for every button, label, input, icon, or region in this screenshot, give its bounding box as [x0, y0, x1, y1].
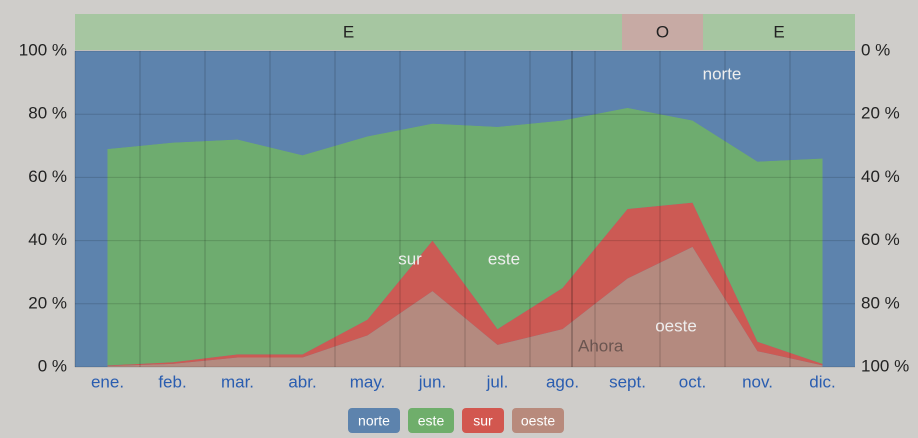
direction-band-label: E: [773, 22, 784, 41]
area: [107, 51, 823, 162]
legend-label: norte: [358, 413, 390, 429]
x-tick-label: ago.: [546, 372, 579, 391]
x-tick-label: sept.: [609, 372, 646, 391]
y-tick-label: 40 %: [28, 230, 67, 249]
legend-label: sur: [473, 413, 493, 429]
x-tick-label: jun.: [418, 372, 446, 391]
legend-swatch: [512, 408, 564, 433]
x-tick-label: oct.: [679, 372, 706, 391]
area: [107, 107, 823, 366]
x-tick-label: mar.: [221, 372, 254, 391]
direction-band: [703, 14, 855, 50]
x-tick-label: ene.: [91, 372, 124, 391]
series-label: este: [488, 249, 520, 268]
y-tick-label: 20 %: [28, 293, 67, 312]
y2-tick-label: 60 %: [861, 230, 900, 249]
y2-tick-label: 0 %: [861, 40, 890, 59]
x-tick-label: dic.: [809, 372, 835, 391]
y2-tick-label: 20 %: [861, 104, 900, 123]
legend-swatch: [462, 408, 504, 433]
area: [107, 202, 823, 367]
direction-band-label: E: [343, 22, 354, 41]
x-tick-label: abr.: [288, 372, 316, 391]
series-label: sur: [398, 249, 422, 268]
y-tick-label: 0 %: [38, 356, 67, 375]
y-tick-label: 100 %: [19, 40, 67, 59]
legend-swatch: [348, 408, 400, 433]
area: [107, 246, 823, 367]
annotation: Ahora: [578, 336, 624, 355]
x-tick-label: feb.: [158, 372, 186, 391]
direction-band: [622, 14, 703, 50]
direction-band: [75, 14, 622, 50]
y2-tick-label: 80 %: [861, 293, 900, 312]
legend-label: oeste: [521, 413, 555, 429]
series-label: norte: [703, 64, 742, 83]
y-tick-label: 80 %: [28, 104, 67, 123]
x-tick-label: nov.: [742, 372, 773, 391]
legend-label: este: [418, 413, 445, 429]
y2-tick-label: 40 %: [861, 167, 900, 186]
y-tick-label: 60 %: [28, 167, 67, 186]
y2-tick-label: 100 %: [861, 356, 909, 375]
series-label: oeste: [655, 316, 697, 335]
x-tick-label: jul.: [486, 372, 509, 391]
direction-band-label: O: [656, 22, 669, 41]
legend-swatch: [408, 408, 454, 433]
x-tick-label: may.: [350, 372, 386, 391]
